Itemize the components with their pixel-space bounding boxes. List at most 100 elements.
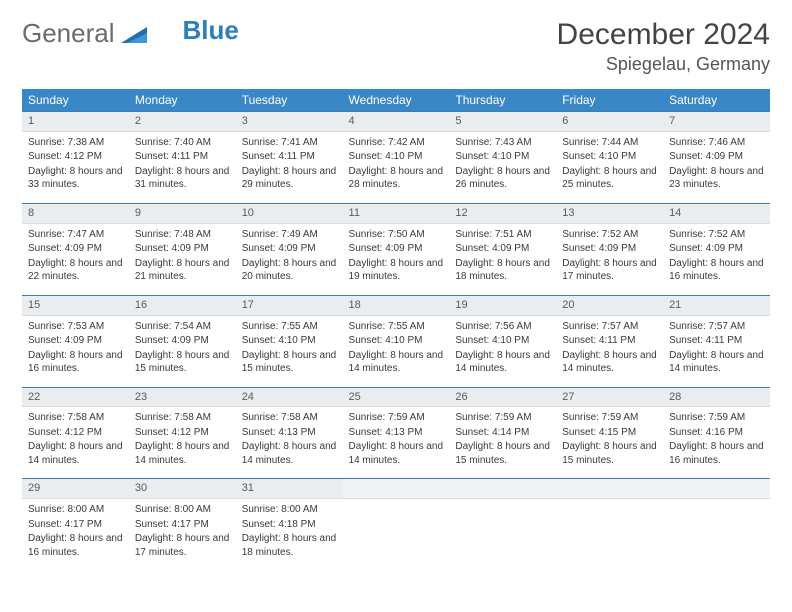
daylight-line: Daylight: 8 hours and 15 minutes. [455, 440, 550, 467]
sunset-line: Sunset: 4:12 PM [28, 426, 123, 440]
logo-word-1: General [22, 18, 115, 49]
calendar-body: 1Sunrise: 7:38 AMSunset: 4:12 PMDaylight… [22, 112, 770, 571]
day-body: Sunrise: 8:00 AMSunset: 4:17 PMDaylight:… [22, 499, 129, 570]
day-number: 3 [236, 112, 343, 132]
sunrise-line: Sunrise: 7:57 AM [669, 320, 764, 334]
day-cell: 8Sunrise: 7:47 AMSunset: 4:09 PMDaylight… [22, 203, 129, 295]
day-cell [449, 479, 556, 570]
daylight-line: Daylight: 8 hours and 14 minutes. [28, 440, 123, 467]
logo-triangle-icon [121, 19, 147, 50]
day-header: Thursday [449, 89, 556, 112]
sunrise-line: Sunrise: 7:52 AM [669, 228, 764, 242]
daylight-line: Daylight: 8 hours and 23 minutes. [669, 165, 764, 192]
day-header: Wednesday [343, 89, 450, 112]
day-cell: 28Sunrise: 7:59 AMSunset: 4:16 PMDayligh… [663, 387, 770, 479]
day-body: Sunrise: 7:55 AMSunset: 4:10 PMDaylight:… [343, 316, 450, 387]
day-number: 7 [663, 112, 770, 132]
sunrise-line: Sunrise: 7:50 AM [349, 228, 444, 242]
day-cell: 15Sunrise: 7:53 AMSunset: 4:09 PMDayligh… [22, 295, 129, 387]
day-cell: 7 Sunrise: 7:46 AMSunset: 4:09 PMDaylight… [663, 112, 770, 204]
week-row: 15Sunrise: 7:53 AMSunset: 4:09 PMDayligh… [22, 295, 770, 387]
sunset-line: Sunset: 4:18 PM [242, 518, 337, 532]
sunrise-line: Sunrise: 7:44 AM [562, 136, 657, 150]
day-number: 19 [449, 296, 556, 316]
week-row: 22Sunrise: 7:58 AMSunset: 4:12 PMDayligh… [22, 387, 770, 479]
sunrise-line: Sunrise: 7:46 AM [669, 136, 764, 150]
sunrise-line: Sunrise: 8:00 AM [28, 503, 123, 517]
sunset-line: Sunset: 4:10 PM [242, 334, 337, 348]
day-cell: 26Sunrise: 7:59 AMSunset: 4:14 PMDayligh… [449, 387, 556, 479]
day-number: 29 [22, 479, 129, 499]
day-cell: 16Sunrise: 7:54 AMSunset: 4:09 PMDayligh… [129, 295, 236, 387]
sunset-line: Sunset: 4:09 PM [28, 242, 123, 256]
daylight-line: Daylight: 8 hours and 14 minutes. [242, 440, 337, 467]
daylight-line: Daylight: 8 hours and 14 minutes. [455, 349, 550, 376]
day-number [449, 479, 556, 499]
day-cell: 11Sunrise: 7:50 AMSunset: 4:09 PMDayligh… [343, 203, 450, 295]
daylight-line: Daylight: 8 hours and 16 minutes. [669, 440, 764, 467]
day-cell: 12Sunrise: 7:51 AMSunset: 4:09 PMDayligh… [449, 203, 556, 295]
day-number: 24 [236, 388, 343, 408]
sunrise-line: Sunrise: 7:48 AM [135, 228, 230, 242]
day-body: Sunrise: 7:48 AMSunset: 4:09 PMDaylight:… [129, 224, 236, 295]
sunset-line: Sunset: 4:10 PM [455, 334, 550, 348]
day-number [343, 479, 450, 499]
day-body: Sunrise: 7:50 AMSunset: 4:09 PMDaylight:… [343, 224, 450, 295]
day-body: Sunrise: 7:49 AMSunset: 4:09 PMDaylight:… [236, 224, 343, 295]
day-body: Sunrise: 7:52 AMSunset: 4:09 PMDaylight:… [556, 224, 663, 295]
day-number: 16 [129, 296, 236, 316]
day-cell: 31Sunrise: 8:00 AMSunset: 4:18 PMDayligh… [236, 479, 343, 570]
day-body: Sunrise: 7:57 AMSunset: 4:11 PMDaylight:… [663, 316, 770, 387]
sunrise-line: Sunrise: 7:47 AM [28, 228, 123, 242]
daylight-line: Daylight: 8 hours and 15 minutes. [242, 349, 337, 376]
location: Spiegelau, Germany [557, 54, 770, 75]
day-body: Sunrise: 7:54 AMSunset: 4:09 PMDaylight:… [129, 316, 236, 387]
day-body [449, 499, 556, 561]
day-body: Sunrise: 7:44 AMSunset: 4:10 PMDaylight:… [556, 132, 663, 203]
day-number: 1 [22, 112, 129, 132]
day-body: Sunrise: 7:53 AMSunset: 4:09 PMDaylight:… [22, 316, 129, 387]
daylight-line: Daylight: 8 hours and 18 minutes. [242, 532, 337, 559]
sunrise-line: Sunrise: 7:42 AM [349, 136, 444, 150]
day-body: Sunrise: 7:56 AMSunset: 4:10 PMDaylight:… [449, 316, 556, 387]
sunrise-line: Sunrise: 7:55 AM [242, 320, 337, 334]
week-row: 29Sunrise: 8:00 AMSunset: 4:17 PMDayligh… [22, 479, 770, 570]
day-cell [556, 479, 663, 570]
daylight-line: Daylight: 8 hours and 14 minutes. [562, 349, 657, 376]
sunrise-line: Sunrise: 7:59 AM [669, 411, 764, 425]
day-body [663, 499, 770, 561]
sunset-line: Sunset: 4:09 PM [242, 242, 337, 256]
day-body: Sunrise: 7:42 AMSunset: 4:10 PMDaylight:… [343, 132, 450, 203]
sunset-line: Sunset: 4:17 PM [28, 518, 123, 532]
daylight-line: Daylight: 8 hours and 29 minutes. [242, 165, 337, 192]
day-body: Sunrise: 7:47 AMSunset: 4:09 PMDaylight:… [22, 224, 129, 295]
sunset-line: Sunset: 4:09 PM [669, 150, 764, 164]
sunset-line: Sunset: 4:09 PM [562, 242, 657, 256]
sunrise-line: Sunrise: 7:59 AM [562, 411, 657, 425]
day-cell: 23Sunrise: 7:58 AMSunset: 4:12 PMDayligh… [129, 387, 236, 479]
day-cell: 27Sunrise: 7:59 AMSunset: 4:15 PMDayligh… [556, 387, 663, 479]
sunset-line: Sunset: 4:11 PM [562, 334, 657, 348]
day-header: Sunday [22, 89, 129, 112]
day-cell: 17Sunrise: 7:55 AMSunset: 4:10 PMDayligh… [236, 295, 343, 387]
daylight-line: Daylight: 8 hours and 14 minutes. [669, 349, 764, 376]
day-number: 27 [556, 388, 663, 408]
day-number: 21 [663, 296, 770, 316]
day-body: Sunrise: 7:51 AMSunset: 4:09 PMDaylight:… [449, 224, 556, 295]
day-cell: 9Sunrise: 7:48 AMSunset: 4:09 PMDaylight… [129, 203, 236, 295]
logo-word-2: Blue [183, 15, 239, 46]
week-row: 1Sunrise: 7:38 AMSunset: 4:12 PMDaylight… [22, 112, 770, 204]
day-number: 10 [236, 204, 343, 224]
day-number: 4 [343, 112, 450, 132]
day-header: Saturday [663, 89, 770, 112]
sunset-line: Sunset: 4:10 PM [562, 150, 657, 164]
logo: General Blue [22, 18, 239, 49]
sunrise-line: Sunrise: 8:00 AM [242, 503, 337, 517]
daylight-line: Daylight: 8 hours and 14 minutes. [135, 440, 230, 467]
day-body: Sunrise: 8:00 AMSunset: 4:17 PMDaylight:… [129, 499, 236, 570]
title-block: December 2024 Spiegelau, Germany [557, 18, 770, 75]
day-number: 18 [343, 296, 450, 316]
sunrise-line: Sunrise: 7:52 AM [562, 228, 657, 242]
daylight-line: Daylight: 8 hours and 16 minutes. [669, 257, 764, 284]
week-row: 8Sunrise: 7:47 AMSunset: 4:09 PMDaylight… [22, 203, 770, 295]
